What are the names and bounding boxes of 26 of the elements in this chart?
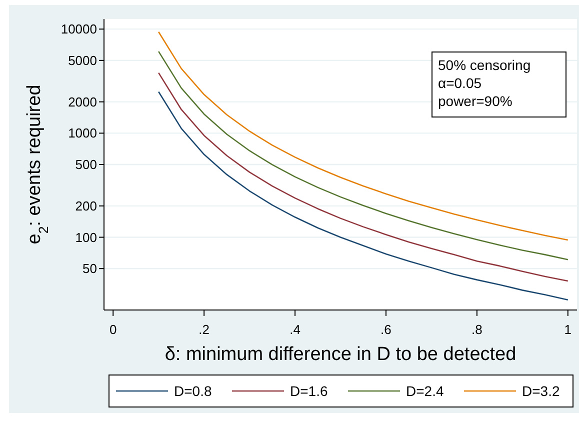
x-tick-label: .6 — [380, 322, 392, 337]
annotation: power=90% — [438, 93, 512, 109]
x-axis-title: δ: minimum difference in D to be detected — [164, 344, 516, 365]
legend-label: D=3.2 — [522, 382, 560, 399]
y-tick-label: 200 — [75, 198, 97, 214]
y-tick-label: 500 — [75, 157, 97, 172]
line-series — [158, 50, 569, 260]
y-tick-label: 5000 — [68, 52, 97, 68]
legend-label: D=0.8 — [174, 382, 212, 399]
line-series — [158, 31, 569, 241]
line-series — [158, 72, 569, 282]
y-tick-label: 50 — [82, 261, 97, 276]
x-tick-label: 1 — [564, 322, 572, 337]
legend-label: D=2.4 — [406, 382, 444, 399]
legend-label: D=1.6 — [290, 382, 328, 399]
x-tick-label: .8 — [472, 322, 482, 337]
y-tick-label: 1000 — [68, 126, 97, 141]
line-series — [158, 91, 569, 301]
y-tick-label: 100 — [75, 230, 97, 245]
x-tick-label: .4 — [290, 322, 300, 337]
x-tick-label: .2 — [198, 322, 210, 337]
y-tick-label: 2000 — [68, 94, 97, 110]
annotation: α=0.05 — [438, 75, 482, 91]
x-tick-label: 0 — [109, 322, 117, 337]
annotation: 50% censoring — [438, 57, 531, 73]
y-tick-label: 10000 — [60, 22, 97, 37]
